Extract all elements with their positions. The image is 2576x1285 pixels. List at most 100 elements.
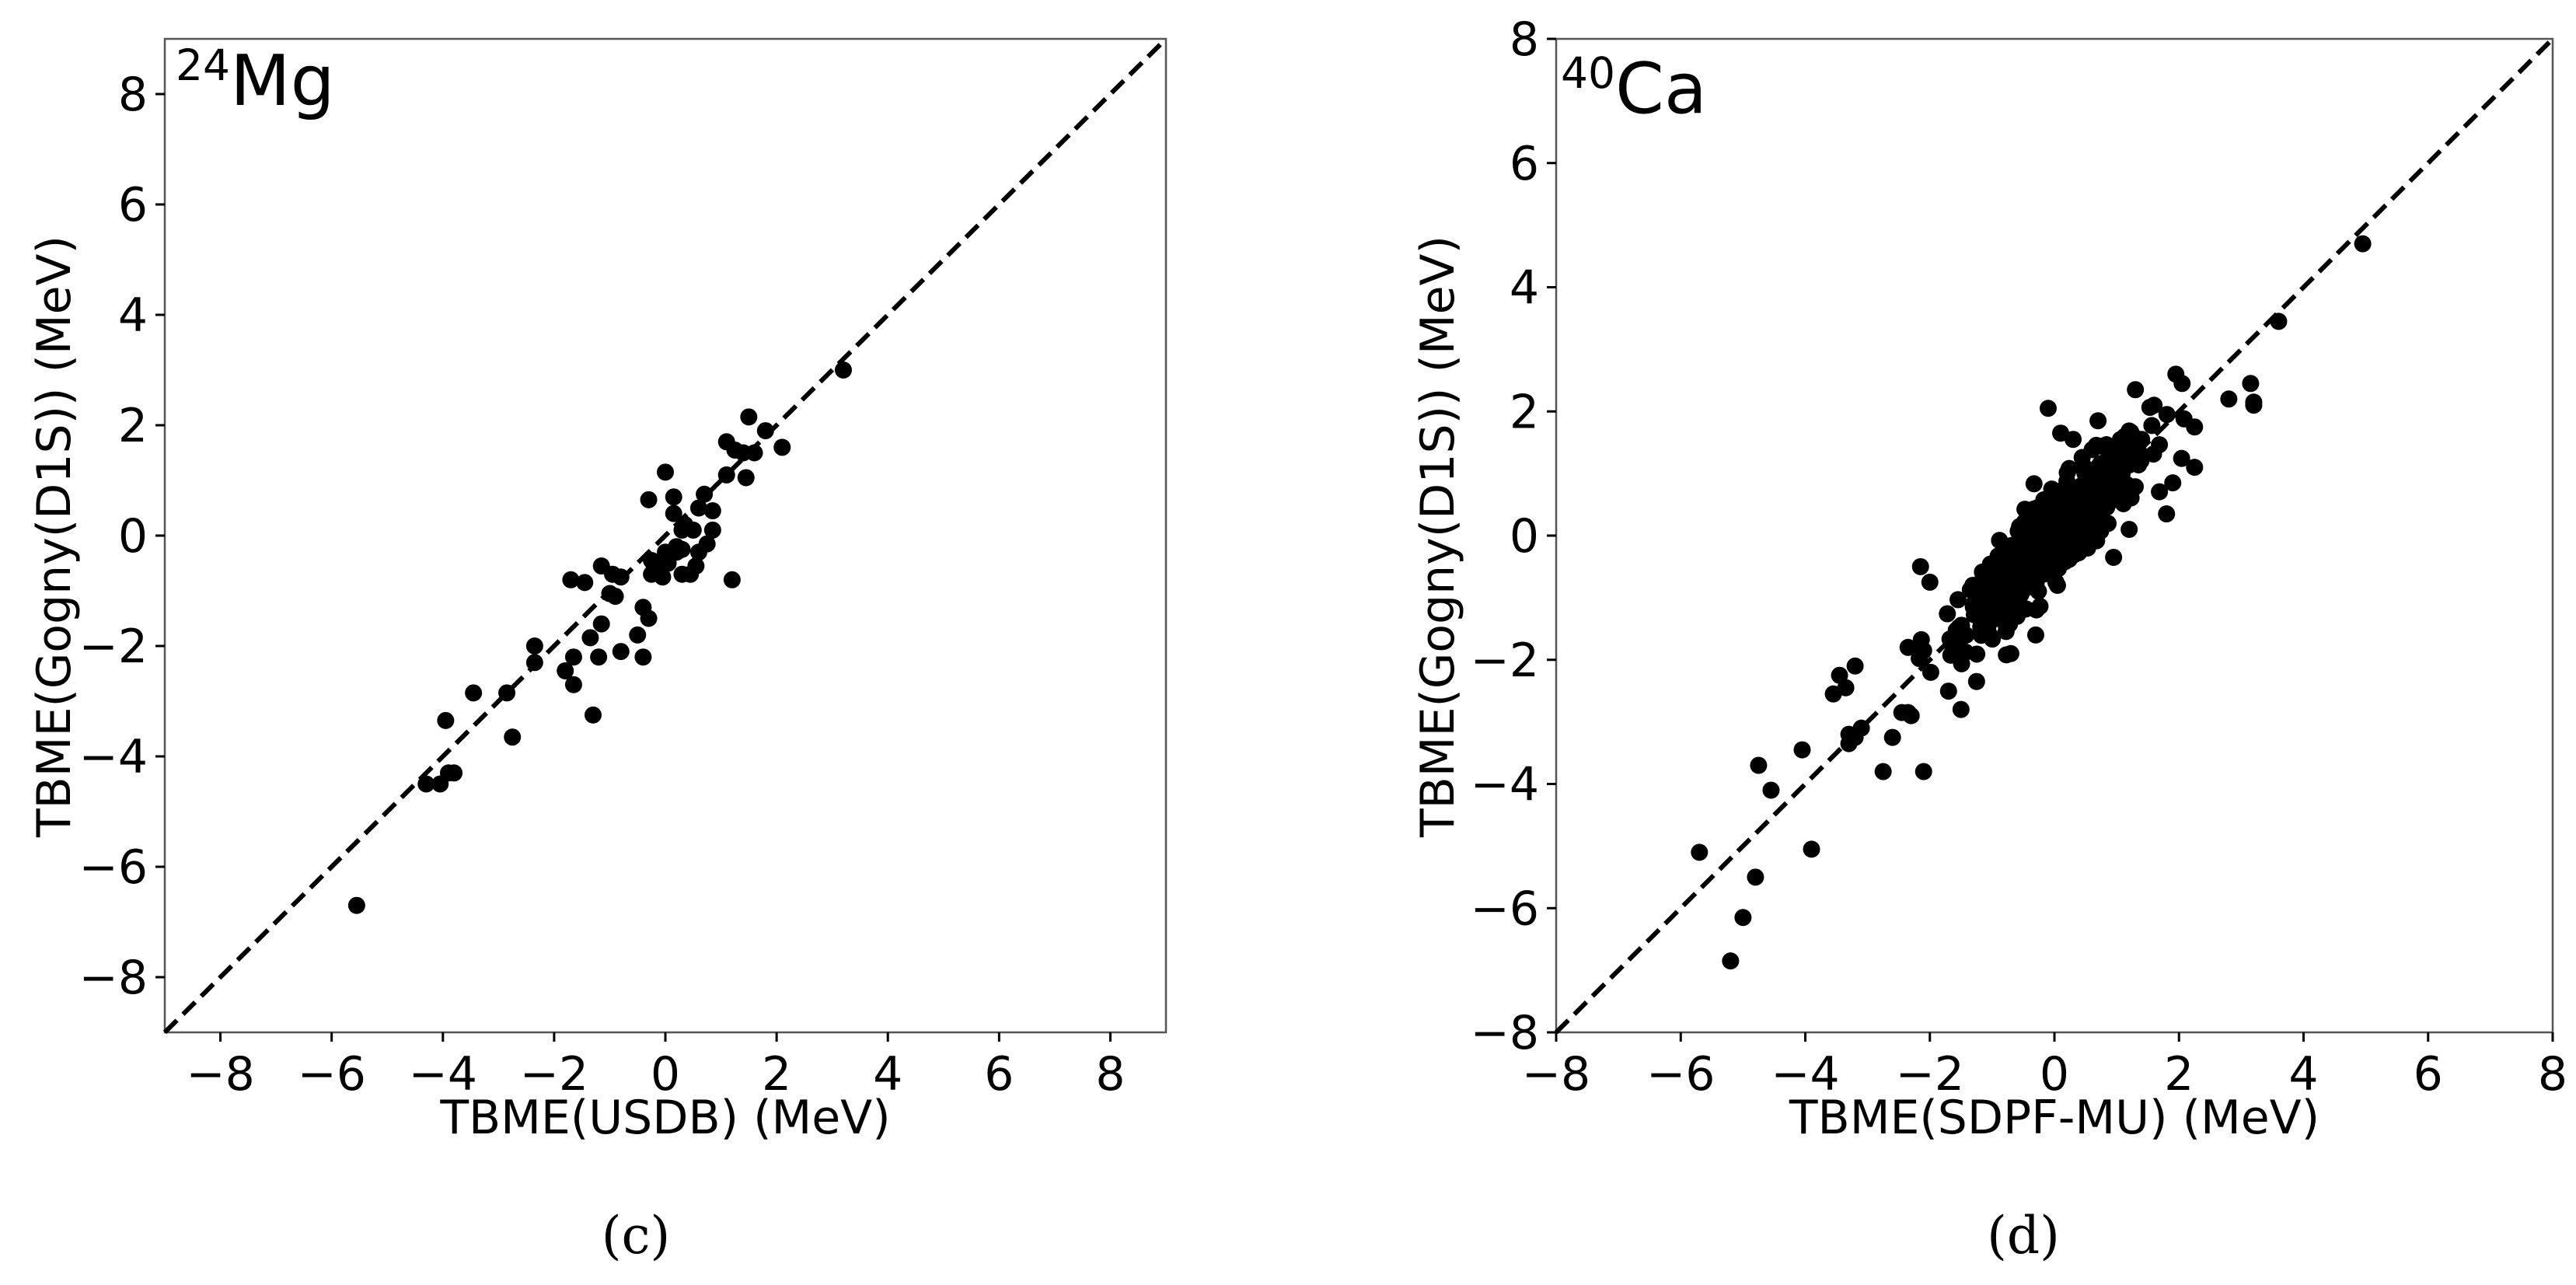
pd-data-point [2173, 375, 2191, 393]
pd-data-point [1939, 683, 1957, 700]
pd-ytick-label: −4 [1471, 758, 1539, 812]
pc-ytick-label: 8 [118, 68, 148, 122]
panel-d-nucleus-mass: 40 [1561, 48, 1615, 98]
pc-ytick-label: 0 [118, 509, 148, 564]
pd-xtick-label: −2 [1896, 1047, 1964, 1102]
pc-data-point [654, 568, 672, 586]
panel-c-points [347, 361, 852, 914]
pc-xtick-label: −6 [297, 1047, 365, 1102]
pd-data-point [2107, 481, 2124, 499]
pd-data-point [2220, 390, 2238, 408]
panel-c-nucleus-mass: 24 [176, 40, 230, 90]
pc-xtick-label: 0 [651, 1047, 680, 1102]
pd-data-point [2089, 509, 2107, 527]
pc-data-point [465, 684, 483, 702]
pd-data-point [2127, 381, 2145, 399]
pd-data-point [1912, 630, 1930, 648]
pd-data-point [1915, 763, 1932, 780]
pd-data-point [1998, 646, 2016, 664]
pd-ytick-label: 6 [1510, 137, 1539, 191]
panel-c-nucleus-label: 24Mg [176, 40, 335, 122]
pc-data-point [740, 408, 758, 426]
panel-c-axes: −8 −8 −6 −6 −4 −4 −2 −2 0 0 2 2 4 4 6 6 8 8 [79, 68, 1126, 1102]
pc-data-point [634, 599, 652, 616]
pc-data-point [687, 557, 705, 575]
pd-data-point [2048, 576, 2066, 594]
pd-data-point [1952, 700, 1970, 718]
pc-data-point [665, 488, 682, 506]
pc-ytick-label: −6 [79, 840, 148, 895]
pd-data-point [2354, 235, 2372, 253]
panel-c-caption: (c) [602, 1206, 670, 1266]
pc-data-point [640, 491, 658, 508]
panel-d-scatter: −8−8 −6 −6 −4 −4 −2 −2 0 0 2 2 4 4 6 6 8 8 40Ca TBME(SDP… [1411, 12, 2567, 1266]
pc-data-point [576, 574, 594, 592]
pd-xtick-label: 0 [2040, 1047, 2069, 1102]
pd-data-point [1911, 650, 1929, 668]
pd-data-point [1747, 868, 1764, 886]
pd-data-point [2158, 505, 2176, 523]
pc-data-point [562, 571, 580, 588]
pd-data-point [2040, 554, 2058, 572]
pd-data-point [2143, 417, 2161, 435]
pd-data-point [2026, 626, 2044, 644]
pc-xtick-label: 2 [762, 1047, 791, 1102]
pd-data-point [2120, 521, 2138, 539]
panel-c-nucleus-symbol: Mg [230, 40, 335, 122]
pd-data-point [2242, 375, 2260, 393]
pc-xtick-label: −4 [409, 1047, 477, 1102]
pd-data-point [2158, 406, 2176, 424]
pd-xtick-label: −8 [1522, 1047, 1590, 1102]
pd-ytick-label: 4 [1510, 261, 1539, 316]
pd-ytick-label: −6 [1471, 882, 1539, 936]
pc-data-point [557, 662, 574, 679]
panel-c-identity-line [162, 37, 1168, 1035]
pd-data-point [1902, 707, 1920, 725]
pd-xtick-label: −4 [1771, 1047, 1839, 1102]
pd-data-point [1968, 645, 1986, 663]
pd-ytick-label: 8 [1510, 12, 1539, 67]
pd-data-point [2151, 436, 2169, 454]
pd-xtick-label: 6 [2414, 1047, 2443, 1102]
pc-data-point [629, 626, 647, 644]
pd-data-point [2011, 545, 2029, 563]
pd-data-point [2065, 546, 2083, 564]
pc-ytick-label: −2 [79, 620, 148, 674]
pc-data-point [668, 538, 686, 556]
pd-data-point [1691, 843, 1709, 861]
pc-data-point [584, 706, 602, 724]
panel-d-identity-line [1554, 37, 2555, 1035]
pd-data-point [1803, 840, 1820, 858]
pd-data-point [2151, 483, 2169, 501]
pd-data-point [1734, 909, 1752, 927]
panel-d-axes: −8−8 −6 −6 −4 −4 −2 −2 0 0 2 2 4 4 6 6 8 8 [1471, 12, 2568, 1102]
pc-data-point [590, 648, 608, 666]
panel-d-caption: (d) [1987, 1206, 2060, 1266]
pd-data-point [2025, 500, 2043, 518]
panel-d-xlabel: TBME(SDPF-MU) (MeV) [1789, 1091, 2319, 1145]
pd-data-point [2073, 449, 2091, 466]
pc-data-point [581, 629, 599, 647]
pd-data-point [2173, 449, 2190, 467]
pd-ytick-label: −8 [1471, 1006, 1539, 1060]
pd-data-point [1922, 663, 1939, 681]
pd-data-point [1722, 952, 1740, 970]
pd-ytick-label: 0 [1510, 509, 1539, 564]
pd-data-point [2016, 522, 2034, 539]
pd-data-point [1837, 679, 1855, 697]
pd-data-point [1967, 672, 1985, 690]
panel-d-nucleus-label: 40Ca [1561, 48, 1707, 130]
pd-data-point [2039, 400, 2057, 417]
pc-data-point [504, 728, 522, 746]
pc-data-point [665, 505, 682, 522]
pd-data-point [2017, 561, 2035, 579]
pc-xtick-label: 4 [873, 1047, 902, 1102]
pc-xtick-label: 8 [1095, 1047, 1125, 1102]
pc-data-point [525, 637, 543, 655]
pc-data-point [657, 463, 674, 481]
pd-data-point [1995, 612, 2013, 630]
pc-data-point [698, 535, 716, 553]
pd-xtick-label: 8 [2538, 1047, 2567, 1102]
pd-data-point [2082, 463, 2100, 480]
